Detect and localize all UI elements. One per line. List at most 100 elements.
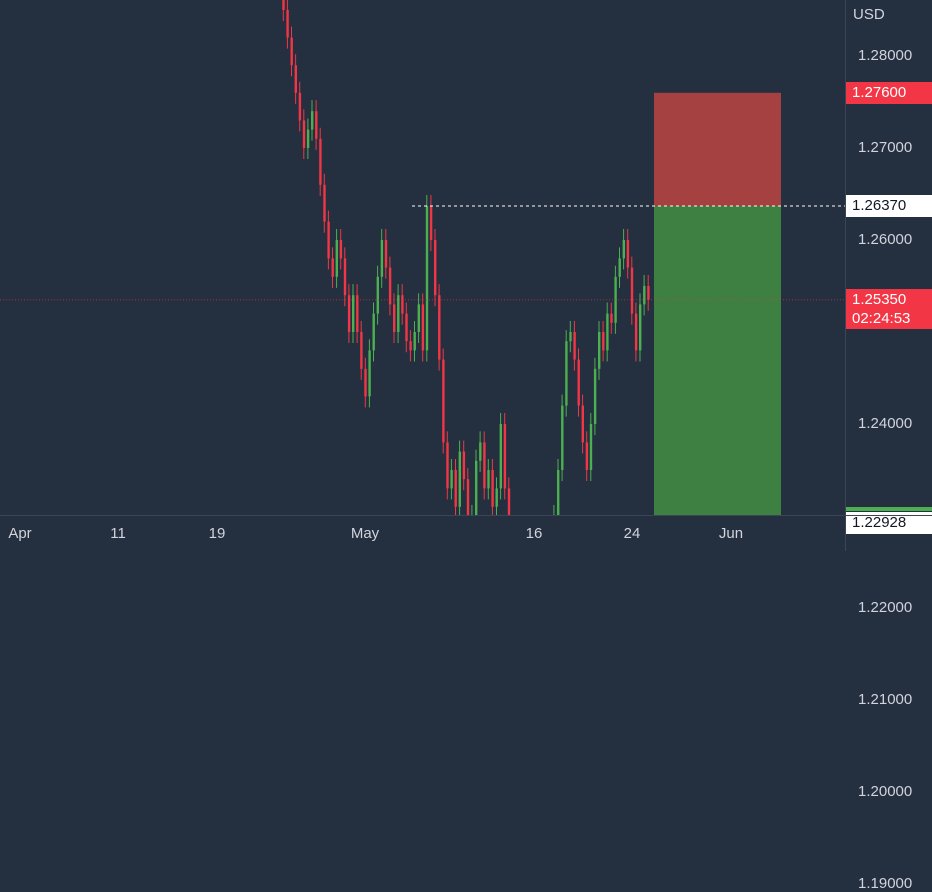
take-profit-price-badge: 1.22928 — [846, 511, 932, 534]
candle-body — [503, 424, 507, 489]
candle-body — [442, 359, 445, 443]
time-tick-11: 11 — [110, 525, 126, 542]
candle-body — [413, 332, 416, 351]
candle-body — [372, 313, 375, 351]
candle-body — [585, 442, 589, 470]
candle-body — [573, 332, 576, 360]
price-tick: 1.21000 — [858, 691, 913, 708]
candle-body — [569, 332, 572, 342]
candle-body — [499, 424, 502, 489]
candle-body — [323, 184, 326, 222]
candle-body — [376, 276, 379, 314]
candle-body — [417, 304, 420, 332]
candle-body — [438, 295, 441, 360]
candle-body — [388, 267, 392, 305]
price-tick: 1.20000 — [858, 783, 913, 800]
candle-body — [294, 65, 297, 93]
candle-body — [561, 405, 564, 470]
last-price-value: 1.25350 — [852, 290, 907, 308]
candle-body — [343, 258, 347, 296]
price-tick: 1.22000 — [858, 599, 913, 616]
candle-body — [405, 313, 408, 342]
candle-body — [454, 470, 457, 507]
candle-body — [458, 451, 461, 507]
currency-label: USD — [853, 6, 885, 23]
candle-body — [577, 359, 580, 406]
candle-body — [450, 470, 453, 489]
candle-body — [352, 295, 355, 332]
candle-body — [364, 368, 367, 397]
candle-body — [306, 129, 310, 148]
price-tick: 1.24000 — [858, 415, 913, 432]
candle-body — [429, 205, 433, 240]
time-axis[interactable]: Apr 11 19 May 16 24 Jun — [0, 515, 845, 551]
candle-body — [319, 138, 322, 185]
candlestick-chart[interactable] — [0, 0, 845, 638]
time-tick-24: 24 — [623, 525, 641, 542]
target-marker — [846, 506, 932, 511]
time-tick-apr: Apr — [8, 525, 32, 542]
candle-body — [331, 258, 334, 277]
candle-body — [598, 332, 601, 369]
stop-loss-price-badge: 1.27600 — [846, 81, 932, 104]
candle-body — [610, 313, 613, 323]
candle-body — [290, 37, 293, 66]
candle-body — [462, 451, 466, 480]
price-tick: 1.26000 — [858, 231, 913, 248]
candle-body — [495, 488, 498, 507]
candle-body — [479, 442, 482, 461]
candle-body — [475, 460, 478, 516]
candle-body — [626, 240, 630, 268]
candle-body — [557, 470, 560, 516]
candle-body — [401, 295, 404, 314]
candle-body — [647, 286, 650, 300]
candle-body — [507, 488, 511, 544]
time-tick-jun: Jun — [718, 525, 744, 542]
candle-body — [302, 120, 306, 148]
candles-group — [282, 0, 650, 638]
candle-body — [311, 111, 314, 130]
candle-body — [315, 111, 318, 139]
candle-body — [606, 313, 609, 351]
candle-body — [622, 240, 625, 259]
take-profit-zone[interactable] — [654, 205, 781, 523]
candle-body — [339, 240, 343, 259]
candle-body — [327, 221, 330, 259]
candle-body — [491, 470, 494, 507]
candle-body — [384, 240, 388, 268]
last-price-badge: 1.25350 02:24:53 — [846, 288, 932, 329]
candle-body — [446, 442, 449, 489]
candle-body — [565, 341, 568, 406]
candle-body — [397, 295, 400, 332]
bar-countdown: 02:24:53 — [852, 309, 911, 327]
candle-body — [356, 295, 359, 332]
candle-body — [639, 304, 642, 351]
candle-body — [618, 258, 621, 277]
candle-body — [368, 350, 371, 397]
candle-body — [634, 313, 638, 351]
candle-body — [286, 10, 289, 38]
axis-corner — [845, 515, 932, 551]
candle-body — [282, 0, 285, 10]
candle-body — [630, 267, 634, 314]
candle-body — [643, 286, 646, 305]
time-tick-19: 19 — [208, 525, 226, 542]
candle-body — [487, 470, 490, 489]
price-tick: 1.28000 — [858, 47, 913, 64]
candle-body — [602, 332, 605, 351]
time-tick-may: May — [350, 525, 380, 542]
price-axis[interactable]: USD 1.28000 1.27000 1.26000 1.24000 1.22000 1… — [845, 0, 932, 892]
price-tick: 1.19000 — [858, 875, 913, 892]
candle-body — [380, 240, 384, 277]
chart-pane[interactable] — [0, 0, 845, 638]
candle-body — [421, 304, 425, 351]
price-tick: 1.27000 — [858, 139, 913, 156]
candle-body — [483, 442, 486, 489]
candle-body — [581, 405, 584, 443]
candle-body — [347, 295, 351, 332]
candle-body — [589, 424, 593, 470]
stop-loss-zone[interactable] — [654, 92, 781, 206]
entry-price-badge: 1.26370 — [846, 194, 932, 217]
candle-body — [360, 332, 363, 369]
time-tick-16: 16 — [525, 525, 543, 542]
